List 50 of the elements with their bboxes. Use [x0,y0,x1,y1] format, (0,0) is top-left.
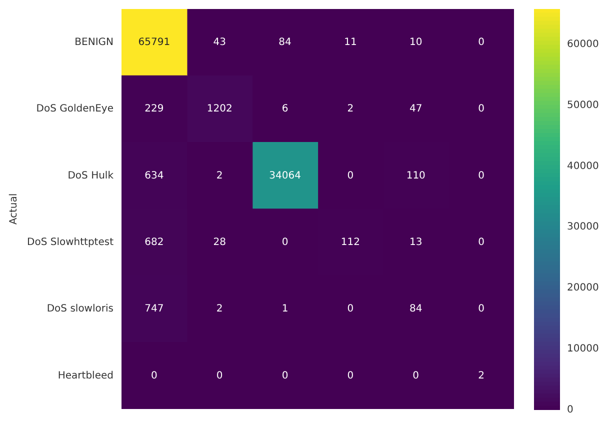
data-label: 43 [213,36,226,48]
color-bar-label: 50000 [567,100,599,111]
data-label: 112 [340,236,360,248]
data-label: 0 [282,370,288,382]
data-label: 0 [151,370,158,382]
y-tick-label: BENIGN [74,36,114,48]
data-label: 65791 [138,36,170,48]
color-bar-label: 30000 [567,222,599,233]
data-label: 682 [144,236,164,248]
data-label: 0 [347,170,354,182]
data-label: 13 [410,236,422,248]
data-label: 47 [410,104,422,115]
data-label: 2 [478,370,484,382]
color-bar-label: 0 [567,404,574,416]
data-label: 229 [144,104,164,115]
data-label: 34064 [269,170,301,182]
data-label: 634 [144,170,164,182]
data-label: 0 [282,236,288,248]
color-bar-label: 20000 [567,282,599,294]
y-axis-title: Actual [8,193,20,225]
data-label: 2 [347,104,354,115]
data-label: 2 [216,170,223,182]
data-label: 2 [216,304,223,315]
color-bar-label: 40000 [567,160,599,172]
y-tick-label: DoS Slowhttptest [27,236,114,248]
data-label: 0 [412,370,420,382]
data-label: 28 [213,236,226,248]
data-label: 1202 [206,104,232,115]
data-label: 6 [282,104,288,115]
data-label: 110 [406,170,426,182]
data-label: 0 [478,170,484,182]
data-label: 10 [410,36,422,48]
data-label: 84 [410,304,422,315]
data-label: 0 [478,236,484,248]
data-label: 0 [478,304,484,315]
data-label: 747 [144,304,164,315]
y-tick-label: DoS slowloris [46,304,114,315]
y-tick-label: DoS GoldenEye [36,104,114,115]
data-label: 0 [347,370,354,382]
data-label: 84 [278,36,292,48]
data-label: 11 [344,36,357,48]
data-label: 0 [216,370,223,382]
data-label: 0 [478,104,484,115]
data-label: 1 [282,304,288,315]
color-bar-label: 10000 [567,344,599,355]
color-bar-label: 60000 [567,38,599,50]
data-label: 0 [478,36,484,48]
data-label: 0 [347,304,354,315]
y-tick-label: Heartbleed [58,370,114,382]
y-tick-label: DoS Hulk [68,170,114,182]
